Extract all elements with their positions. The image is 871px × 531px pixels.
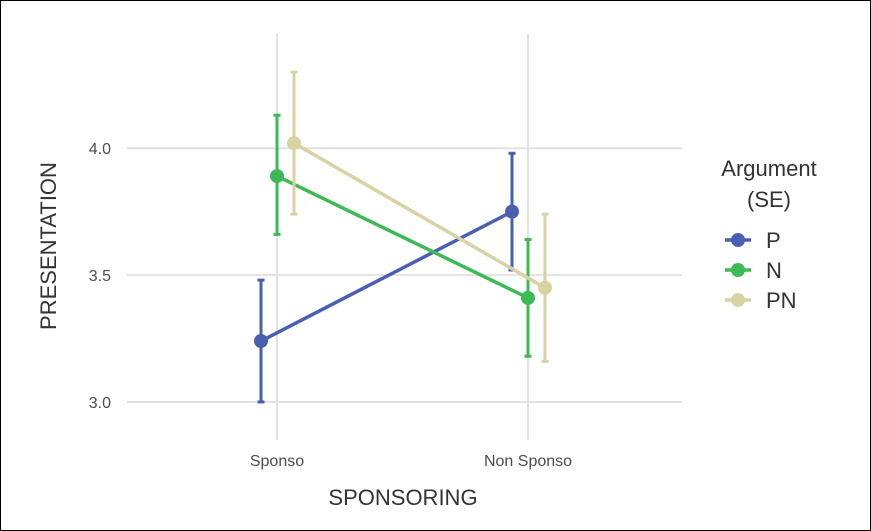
legend-label-N: N [766,258,782,283]
legend-item-PN: PN [725,288,797,313]
data-point-P-1 [505,204,519,219]
legend-label-P: P [766,228,781,253]
data-point-N-0 [270,169,284,184]
y-tick-label-2: 4.0 [89,141,111,158]
legend: Argument (SE) PN PN [721,156,816,313]
legend-key-point-PN [731,293,745,307]
x-tick-label-0: Sponso [250,453,304,470]
y-tick-labels: 3.0 3.5 4.0 [89,141,111,412]
legend-key-point-P [731,233,745,247]
y-tick-label-0: 3.0 [89,395,111,412]
x-tick-label-1: Non Sponso [484,453,572,470]
grid-layer [127,34,682,440]
legend-items: PN PN [725,228,797,313]
data-point-N-1 [521,290,535,305]
y-tick-label-1: 3.5 [89,268,111,285]
series-line-PN [293,141,546,290]
series-N [270,113,535,358]
series-layer [254,70,552,404]
legend-item-P: P [725,228,781,253]
legend-title-line-2: (SE) [747,187,791,212]
data-point-PN-0 [287,136,301,151]
legend-label-PN: PN [766,288,797,313]
legend-title-line-1: Argument [721,156,816,181]
series-line-P [260,210,513,343]
legend-key-point-N [731,263,745,277]
data-point-PN-1 [538,280,552,295]
y-axis-title: PRESENTATION [36,162,61,330]
series-P [254,151,519,404]
data-point-P-0 [254,334,268,349]
x-axis-title: SPONSORING [328,485,477,510]
series-line-N [276,174,529,300]
series-PN [287,70,552,363]
x-tick-labels: Sponso Non Sponso [250,453,572,470]
legend-item-N: N [725,258,782,283]
